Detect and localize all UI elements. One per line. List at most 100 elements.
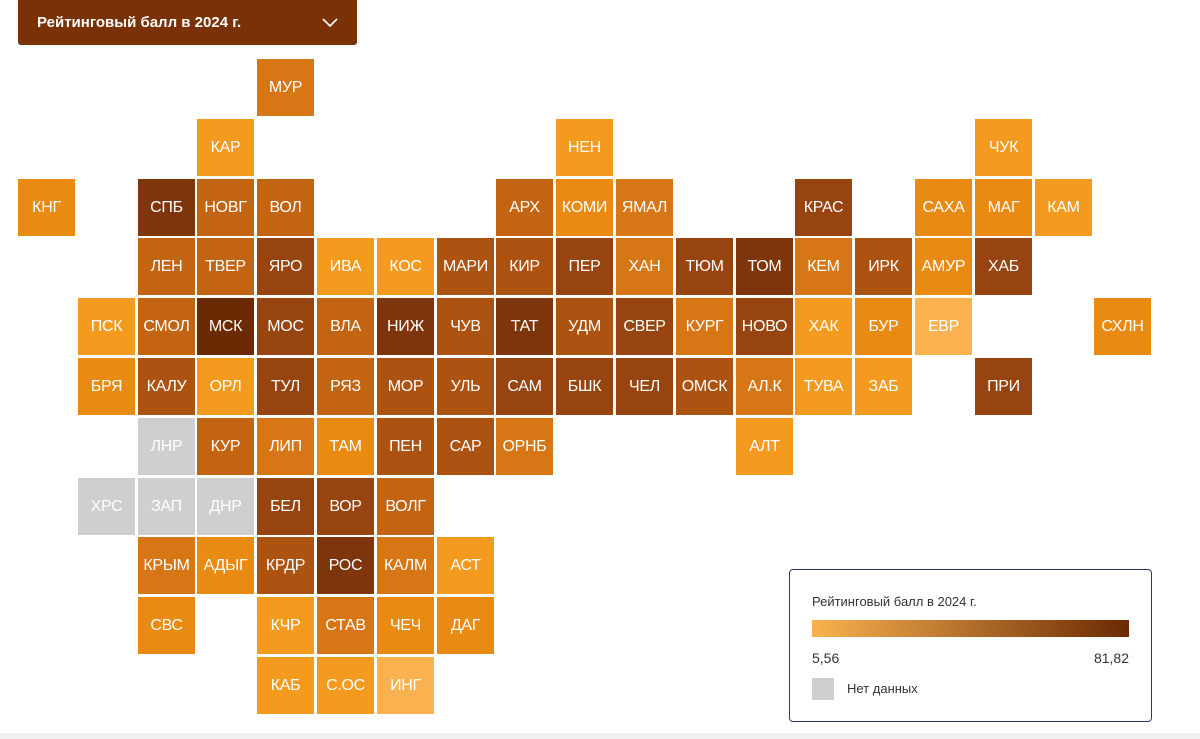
region-tile[interactable]: НИЖ <box>377 298 434 355</box>
region-tile[interactable]: АДЫГ <box>197 537 254 594</box>
region-tile[interactable]: КОМИ <box>556 179 613 236</box>
region-tile[interactable]: ЛНР <box>138 418 195 475</box>
legend-min-label: 5,56 <box>812 650 840 666</box>
region-tile[interactable]: ВОЛ <box>257 179 314 236</box>
region-tile[interactable]: СТАВ <box>317 597 374 654</box>
nodata-swatch <box>812 678 834 700</box>
region-tile[interactable]: КУР <box>197 418 254 475</box>
region-tile[interactable]: КАБ <box>257 657 314 714</box>
region-tile[interactable]: АМУР <box>915 238 972 295</box>
dropdown-label: Рейтинговый балл в 2024 г. <box>37 14 242 31</box>
region-tile[interactable]: КРАС <box>795 179 852 236</box>
region-tile[interactable]: ОМСК <box>676 358 733 415</box>
region-tile[interactable]: ХРС <box>78 478 135 535</box>
region-tile[interactable]: ХАБ <box>975 238 1032 295</box>
region-tile[interactable]: ТАТ <box>496 298 553 355</box>
region-tile[interactable]: АРХ <box>496 179 553 236</box>
region-tile[interactable]: РЯЗ <box>317 358 374 415</box>
region-tile[interactable]: КАМ <box>1035 179 1092 236</box>
region-tile[interactable]: КЧР <box>257 597 314 654</box>
region-tile[interactable]: БЕЛ <box>257 478 314 535</box>
region-tile[interactable]: СХЛН <box>1094 298 1151 355</box>
region-tile[interactable]: КЕМ <box>795 238 852 295</box>
region-tile[interactable]: ХАН <box>616 238 673 295</box>
region-tile[interactable]: ТУВА <box>795 358 852 415</box>
region-tile[interactable]: СМОЛ <box>138 298 195 355</box>
region-tile[interactable]: ТУЛ <box>257 358 314 415</box>
region-tile[interactable]: ЧЕЛ <box>616 358 673 415</box>
region-tile[interactable]: ОРЛ <box>197 358 254 415</box>
region-tile[interactable]: ЯРО <box>257 238 314 295</box>
region-tile[interactable]: ИВА <box>317 238 374 295</box>
region-tile[interactable]: МАРИ <box>437 238 494 295</box>
region-tile[interactable]: ЧУВ <box>437 298 494 355</box>
region-tile[interactable]: САМ <box>496 358 553 415</box>
region-tile[interactable]: МОС <box>257 298 314 355</box>
region-tile[interactable]: МСК <box>197 298 254 355</box>
region-tile[interactable]: ХАК <box>795 298 852 355</box>
region-tile[interactable]: КАЛУ <box>138 358 195 415</box>
region-tile[interactable]: СПБ <box>138 179 195 236</box>
region-tile[interactable]: НОВГ <box>197 179 254 236</box>
region-tile[interactable]: ПСК <box>78 298 135 355</box>
region-tile[interactable]: ПЕН <box>377 418 434 475</box>
region-tile[interactable]: КУРГ <box>676 298 733 355</box>
region-tile[interactable]: ВОР <box>317 478 374 535</box>
region-tile[interactable]: КАЛМ <box>377 537 434 594</box>
bottom-divider <box>0 733 1200 739</box>
region-tile[interactable]: МОР <box>377 358 434 415</box>
region-tile[interactable]: РОС <box>317 537 374 594</box>
region-tile[interactable]: УЛЬ <box>437 358 494 415</box>
region-tile[interactable]: НОВО <box>736 298 793 355</box>
region-tile[interactable]: ПЕР <box>556 238 613 295</box>
region-tile[interactable]: ЗАБ <box>855 358 912 415</box>
legend-title: Рейтинговый балл в 2024 г. <box>812 594 977 609</box>
region-tile[interactable]: АСТ <box>437 537 494 594</box>
region-tile[interactable]: КРДР <box>257 537 314 594</box>
region-tile[interactable]: МУР <box>257 59 314 116</box>
chevron-down-icon <box>322 17 338 27</box>
region-tile[interactable]: ИНГ <box>377 657 434 714</box>
region-tile[interactable]: КАР <box>197 119 254 176</box>
region-tile[interactable]: АЛТ <box>736 418 793 475</box>
region-tile[interactable]: С.ОС <box>317 657 374 714</box>
region-tile[interactable]: МАГ <box>975 179 1032 236</box>
region-tile[interactable]: ЛИП <box>257 418 314 475</box>
region-tile[interactable]: КРЫМ <box>138 537 195 594</box>
region-tile[interactable]: ОРНБ <box>496 418 553 475</box>
region-tile[interactable]: ИРК <box>855 238 912 295</box>
metric-dropdown[interactable]: Рейтинговый балл в 2024 г. <box>18 0 357 45</box>
region-tile[interactable]: КОС <box>377 238 434 295</box>
region-tile[interactable]: ВЛА <box>317 298 374 355</box>
region-tile[interactable]: СВЕР <box>616 298 673 355</box>
region-tile[interactable]: ТЮМ <box>676 238 733 295</box>
region-tile[interactable]: ТОМ <box>736 238 793 295</box>
region-tile[interactable]: СВС <box>138 597 195 654</box>
region-tile[interactable]: ДНР <box>197 478 254 535</box>
region-tile[interactable]: ВОЛГ <box>377 478 434 535</box>
region-tile[interactable]: УДМ <box>556 298 613 355</box>
region-tile[interactable]: ПРИ <box>975 358 1032 415</box>
region-tile[interactable]: ЧЕЧ <box>377 597 434 654</box>
region-tile[interactable]: САХА <box>915 179 972 236</box>
region-tile[interactable]: ТАМ <box>317 418 374 475</box>
region-tile[interactable]: БШК <box>556 358 613 415</box>
region-tile[interactable]: БРЯ <box>78 358 135 415</box>
region-tile[interactable]: КИР <box>496 238 553 295</box>
region-tile[interactable]: ТВЕР <box>197 238 254 295</box>
region-tile[interactable]: ЯМАЛ <box>616 179 673 236</box>
legend-max-label: 81,82 <box>1093 650 1129 666</box>
region-tile[interactable]: КНГ <box>18 179 75 236</box>
region-tile[interactable]: ДАГ <box>437 597 494 654</box>
legend-gradient <box>812 620 1129 637</box>
region-tile[interactable]: ЛЕН <box>138 238 195 295</box>
region-tile[interactable]: НЕН <box>556 119 613 176</box>
region-tile[interactable]: ЧУК <box>975 119 1032 176</box>
region-tile[interactable]: САР <box>437 418 494 475</box>
legend: Рейтинговый балл в 2024 г. 5,56 81,82 Не… <box>789 569 1152 722</box>
nodata-label: Нет данных <box>847 681 918 696</box>
region-tile[interactable]: АЛ.К <box>736 358 793 415</box>
region-tile[interactable]: БУР <box>855 298 912 355</box>
region-tile[interactable]: ЕВР <box>915 298 972 355</box>
region-tile[interactable]: ЗАП <box>138 478 195 535</box>
